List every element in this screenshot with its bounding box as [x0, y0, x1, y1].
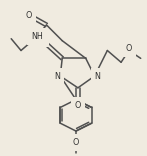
Text: N: N: [54, 72, 60, 80]
Text: O: O: [26, 11, 32, 20]
Text: O: O: [73, 138, 79, 147]
Text: O: O: [75, 101, 81, 110]
Text: O: O: [38, 34, 45, 43]
Text: NH: NH: [31, 32, 43, 41]
Text: N: N: [95, 72, 101, 80]
Text: O: O: [126, 44, 132, 53]
